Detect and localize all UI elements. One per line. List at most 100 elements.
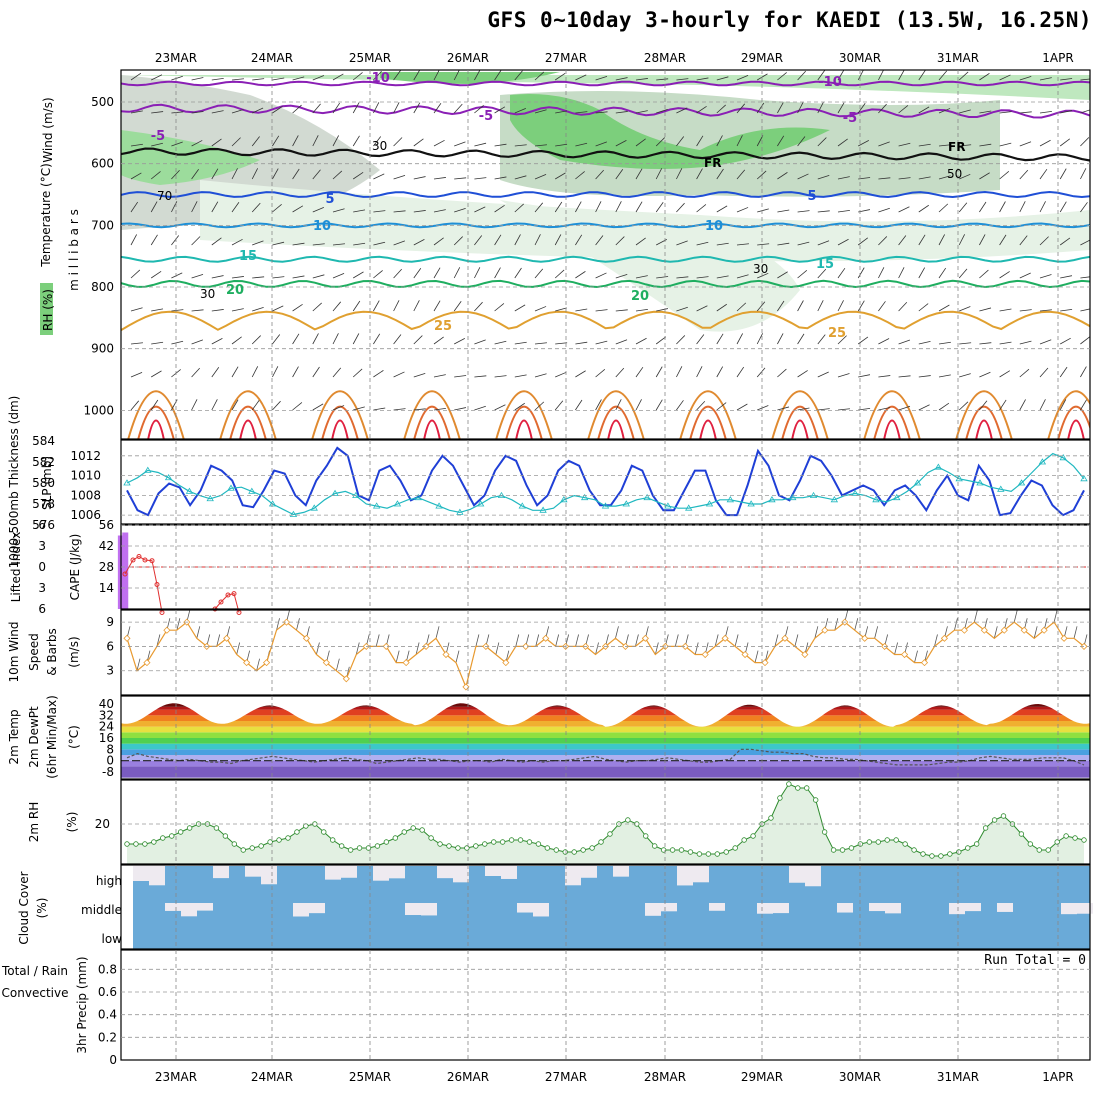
wind-barb (1019, 235, 1028, 246)
wind-barb (413, 300, 420, 312)
wind-barb (797, 407, 810, 411)
wind-barb (191, 111, 204, 114)
wind-barb (756, 367, 766, 378)
wind-barb (130, 342, 143, 345)
wind-barb (332, 273, 345, 279)
cloud-cover-gap (613, 866, 629, 877)
wind-barb (1039, 309, 1052, 312)
wind-barb (918, 143, 931, 147)
wind-barb (1013, 610, 1018, 623)
y-tick-label: 582 (32, 455, 55, 469)
cloud-cover-gap (389, 866, 405, 879)
wind-barb (1019, 272, 1031, 279)
wind-barb (837, 238, 849, 246)
cloud-cover-gap (485, 866, 501, 877)
rh-marker (723, 849, 729, 855)
wind-marker (960, 626, 968, 634)
wind-barb (714, 634, 719, 647)
wind-barb (171, 75, 183, 81)
wind-barb (999, 201, 1006, 213)
isotherm-line (679, 390, 737, 439)
thickness-marker (913, 479, 922, 486)
wind-barb (635, 138, 646, 147)
rh-marker (267, 839, 273, 845)
wind-barb (1039, 111, 1052, 114)
wind-barb (734, 634, 739, 647)
rh-marker (249, 845, 255, 851)
rh-marker (866, 839, 873, 845)
wind-barb (857, 267, 865, 279)
wind-barb (252, 78, 265, 81)
y-tick-label: 56 (99, 518, 114, 532)
wind-barb (817, 300, 824, 312)
wind-barb (231, 238, 243, 246)
rh-marker (741, 837, 747, 843)
temp-color-band (121, 738, 1090, 744)
isotherm-label: -5 (479, 109, 493, 124)
run-total: Run Total = 0 (984, 953, 1086, 968)
wind-barb (777, 72, 787, 81)
wind-barb (534, 144, 547, 147)
wind-barb (251, 202, 261, 213)
wind-barb (332, 208, 345, 213)
rh-marker (857, 841, 864, 847)
wind-barb (654, 642, 659, 655)
wind-barb (918, 267, 926, 279)
wind-barb (696, 400, 706, 411)
wind-barb (834, 618, 839, 631)
rh-marker (419, 827, 425, 833)
rh-marker (213, 825, 220, 831)
axis-label: & Barbs (45, 628, 59, 676)
wind-barb (474, 267, 481, 279)
cloud-cover-gap (581, 866, 597, 878)
wind-barb (918, 70, 926, 81)
wind-barb (676, 107, 688, 114)
wind-barb (332, 243, 345, 246)
wind-barb (676, 366, 683, 378)
wind-barb (999, 142, 1012, 147)
isotherm-line (137, 405, 175, 439)
wind-barb (858, 140, 870, 147)
wind-barb (575, 341, 588, 345)
wind-barb (555, 342, 568, 345)
wind-barb (352, 271, 364, 279)
wind-barb (756, 102, 765, 114)
rh-marker (499, 839, 506, 845)
y-tick-label: 3 (38, 581, 46, 595)
y-tick-label: 14 (99, 581, 114, 595)
isotherm-line (781, 405, 819, 439)
wind-barb (878, 177, 891, 180)
wind-barb (332, 170, 343, 180)
wind-barb (918, 375, 931, 378)
rh-marker (544, 845, 551, 851)
y-tick-label: 32 (99, 708, 114, 722)
wind-barb (797, 173, 809, 180)
temp-color-band (121, 732, 1090, 738)
wind-barb (1080, 336, 1090, 345)
rh-marker (258, 843, 264, 849)
wind-barb (716, 275, 729, 279)
axis-label: (%) (65, 812, 79, 833)
rh-marker (553, 847, 560, 853)
wind-barb (231, 366, 239, 378)
axis-label: CAPE (J/kg) (68, 534, 82, 601)
wind-barb (393, 240, 406, 246)
rh-marker (839, 847, 846, 853)
wind-barb (1019, 141, 1032, 147)
wind-barb (555, 634, 560, 647)
isotherm-label: -5 (843, 111, 857, 126)
wind-barb (171, 235, 180, 246)
rh-marker (482, 841, 488, 847)
wind-barb (797, 70, 807, 81)
wind-marker (1000, 626, 1008, 634)
rh-contour-label: 30 (200, 287, 215, 301)
wind-barb (435, 626, 440, 639)
wind-barb (272, 204, 282, 213)
wind-barb (393, 137, 403, 147)
wind-barb (615, 169, 624, 180)
rh-marker (732, 845, 738, 851)
rh-marker (991, 817, 998, 823)
wind-barb (474, 339, 486, 345)
wind-barb (514, 144, 527, 147)
isotherm-line (505, 405, 543, 439)
